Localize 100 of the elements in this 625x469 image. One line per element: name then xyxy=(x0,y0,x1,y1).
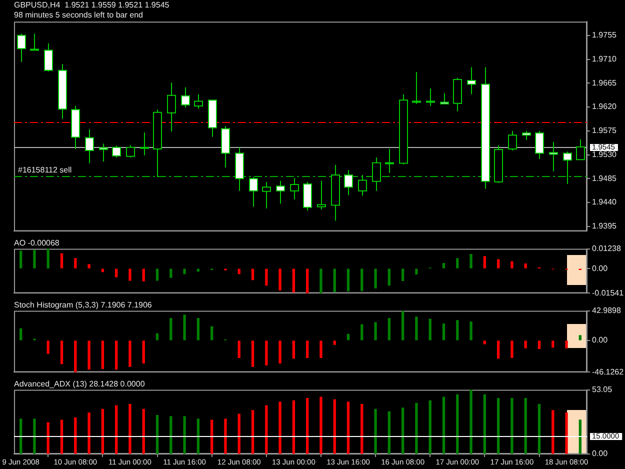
y-tick-label: 0.00 xyxy=(592,449,608,458)
y-tick-label: 0.00 xyxy=(592,336,608,345)
candlestick xyxy=(140,132,149,156)
bar xyxy=(470,390,472,454)
chart-title: AO -0.00068 xyxy=(14,238,60,248)
bar xyxy=(156,333,159,340)
bar xyxy=(19,418,22,454)
bar xyxy=(114,405,118,454)
candlestick xyxy=(467,66,476,95)
bar xyxy=(114,268,118,278)
y-tick-label: 1.9575 xyxy=(592,126,618,136)
candlestick xyxy=(576,138,585,160)
bar xyxy=(19,250,22,268)
bar xyxy=(292,268,296,293)
bar xyxy=(292,400,296,454)
bar xyxy=(401,268,404,282)
candlestick xyxy=(208,99,217,138)
y-tick-label: -0.01541 xyxy=(592,288,624,298)
bar xyxy=(415,316,418,340)
bar xyxy=(401,311,404,340)
candlestick xyxy=(249,176,258,208)
bar xyxy=(320,396,322,454)
bar xyxy=(552,410,554,454)
bar xyxy=(46,248,50,268)
bar xyxy=(496,398,500,454)
bar xyxy=(265,268,268,286)
candlestick xyxy=(494,144,503,184)
bar xyxy=(142,268,145,282)
candlestick xyxy=(290,178,299,200)
bar xyxy=(278,402,282,454)
bar xyxy=(278,268,282,290)
bar xyxy=(19,328,22,340)
bar xyxy=(346,268,350,292)
candlestick xyxy=(481,66,490,190)
bar xyxy=(333,399,336,454)
bar xyxy=(428,400,432,454)
candlestick xyxy=(262,181,271,209)
bar xyxy=(374,268,377,288)
bar xyxy=(33,418,36,454)
candlestick xyxy=(453,77,462,112)
y-tick-label: 42.9898 xyxy=(592,306,622,316)
bar xyxy=(74,417,77,454)
bar xyxy=(524,263,527,268)
bar xyxy=(60,420,64,454)
bar xyxy=(238,414,240,454)
bar xyxy=(578,420,582,454)
bar xyxy=(538,340,541,350)
bar xyxy=(442,262,446,268)
bar xyxy=(88,340,90,370)
bar xyxy=(196,418,200,454)
y-tick-label: 1.9440 xyxy=(592,198,618,207)
candlestick xyxy=(85,128,94,164)
bar xyxy=(156,414,159,454)
y-tick-label: 1.9395 xyxy=(592,222,618,231)
y-tick-label: 0.00 xyxy=(592,264,608,273)
y-tick-label: 1.9665 xyxy=(592,78,618,88)
bar xyxy=(346,402,350,454)
bar xyxy=(565,340,568,348)
bar xyxy=(170,268,172,278)
candlestick xyxy=(221,126,230,168)
candlestick xyxy=(372,156,381,192)
bar xyxy=(360,324,364,340)
bar xyxy=(238,340,240,358)
bar xyxy=(74,340,77,372)
bar xyxy=(306,268,309,294)
bar xyxy=(210,326,214,340)
candlestick xyxy=(126,144,135,158)
candlestick xyxy=(44,42,53,72)
candlestick xyxy=(17,33,26,62)
bar xyxy=(510,261,514,268)
bar xyxy=(538,404,541,454)
bar xyxy=(170,416,172,454)
candlestick xyxy=(99,143,108,162)
bar xyxy=(320,340,322,358)
bar xyxy=(33,250,36,268)
candlestick xyxy=(358,174,367,196)
bar xyxy=(183,416,186,454)
bar xyxy=(265,405,268,454)
bar xyxy=(278,340,282,364)
bar xyxy=(456,394,459,454)
bar xyxy=(360,268,364,292)
candlestick xyxy=(426,88,435,106)
bar xyxy=(142,408,145,454)
chart-title: Advanced_ADX (13) 28.1428 0.0000 xyxy=(14,380,146,389)
candlestick xyxy=(563,151,572,184)
bar xyxy=(183,314,186,340)
candlestick xyxy=(167,82,176,132)
y-tick-label: 1.9755 xyxy=(592,30,618,40)
bar xyxy=(196,268,200,272)
bar xyxy=(306,398,309,454)
bar xyxy=(46,422,50,454)
candlestick xyxy=(412,72,421,104)
bar xyxy=(183,268,186,274)
candlestick xyxy=(535,130,544,160)
candlestick xyxy=(153,109,162,178)
candlestick xyxy=(549,142,558,172)
bar xyxy=(415,402,418,454)
bar xyxy=(292,340,296,359)
bar xyxy=(360,404,364,454)
bar xyxy=(60,340,64,364)
